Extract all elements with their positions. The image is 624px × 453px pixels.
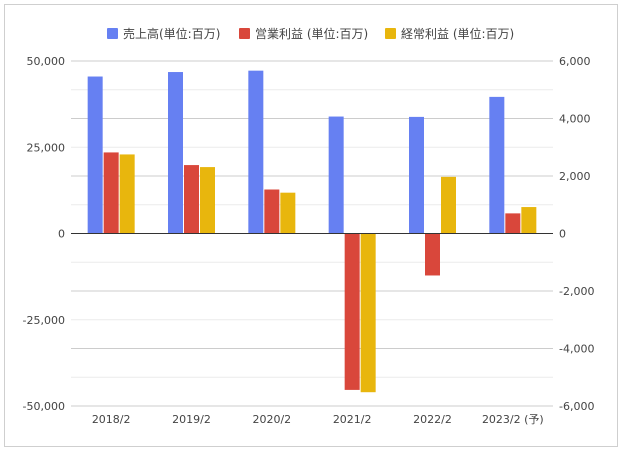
bar-operating-profit	[184, 165, 199, 234]
bar-sales	[489, 96, 505, 234]
bar-sales	[248, 70, 264, 234]
category-label: 2022/2	[413, 413, 452, 426]
legend-swatch	[239, 28, 250, 39]
bar-operating-profit	[505, 213, 521, 234]
bar-ordinary-profit	[200, 167, 215, 234]
right-tick-label: 0	[559, 228, 566, 241]
bar-ordinary-profit	[521, 207, 537, 234]
legend-label: 売上高(単位:百万)	[123, 26, 220, 41]
bar-sales	[328, 116, 344, 234]
legend-label: 営業利益 (単位:百万)	[255, 26, 368, 41]
category-labels: 2018/2 2019/2 2020/2 2021/2 2022/2 2023/2 (予)	[92, 413, 544, 426]
bar-ordinary-profit	[280, 192, 296, 234]
category-label: 2018/2	[92, 413, 131, 426]
bar-sales	[409, 116, 424, 234]
grid-lines	[71, 60, 553, 407]
legend: 売上高(単位:百万) 営業利益 (単位:百万) 経常利益 (単位:百万)	[107, 26, 514, 41]
legend-label: 経常利益 (単位:百万)	[401, 26, 514, 41]
category-label: 2023/2 (予)	[482, 413, 544, 426]
legend-swatch	[385, 28, 396, 39]
left-tick-label: 25,000	[27, 141, 66, 154]
bar-operating-profit	[264, 189, 280, 234]
left-tick-label: -25,000	[23, 314, 65, 327]
right-tick-label: 6,000	[559, 55, 591, 68]
right-tick-label: -4,000	[559, 343, 594, 356]
chart-svg: 50,000 25,000 0 -25,000 -50,000 6,000 4,000 2,…	[23, 26, 595, 426]
left-tick-label: -50,000	[23, 400, 65, 413]
bar-operating-profit	[344, 233, 360, 390]
bar-sales	[168, 72, 183, 234]
bar-ordinary-profit	[360, 233, 376, 393]
category-label: 2019/2	[172, 413, 211, 426]
right-tick-label: -6,000	[559, 400, 594, 413]
left-tick-label: 50,000	[27, 55, 66, 68]
category-label: 2020/2	[252, 413, 291, 426]
bar-ordinary-profit	[119, 154, 135, 234]
right-tick-label: 4,000	[559, 113, 591, 126]
bar-operating-profit	[425, 233, 440, 276]
left-axis-ticks: 50,000 25,000 0 -25,000 -50,000	[23, 55, 65, 413]
chart-frame: 50,000 25,000 0 -25,000 -50,000 6,000 4,000 2,…	[4, 4, 618, 447]
bar-operating-profit	[103, 152, 119, 234]
left-tick-label: 0	[58, 228, 65, 241]
bar-ordinary-profit	[441, 176, 456, 234]
category-label: 2021/2	[333, 413, 372, 426]
right-tick-label: 2,000	[559, 170, 591, 183]
legend-swatch	[107, 28, 118, 39]
right-tick-label: -2,000	[559, 285, 594, 298]
right-axis-ticks: 6,000 4,000 2,000 0 -2,000 -4,000 -6,000	[559, 55, 594, 413]
bar-sales	[87, 76, 103, 234]
bars-group	[87, 70, 537, 393]
